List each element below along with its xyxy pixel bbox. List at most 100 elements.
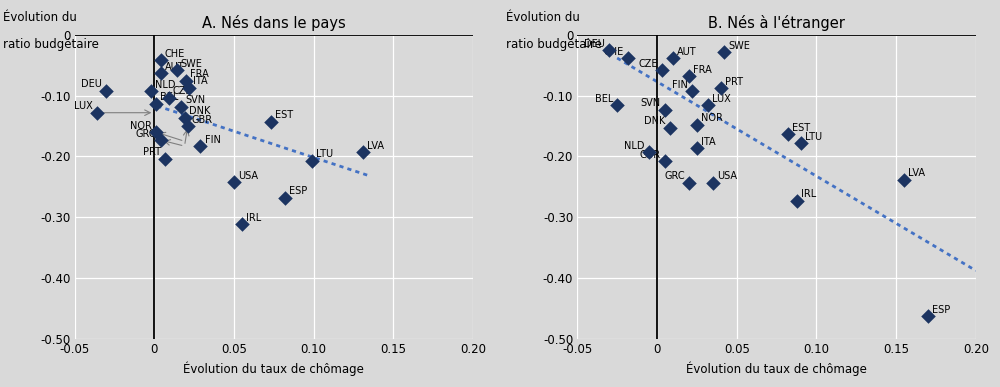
Text: BEL: BEL [160,92,178,102]
Point [153,137,169,143]
Text: DEU: DEU [81,79,102,89]
Text: LVA: LVA [908,168,925,178]
Text: FRA: FRA [190,69,209,79]
Text: NLD: NLD [624,141,645,151]
Point [143,88,159,94]
Text: DNK: DNK [644,116,666,127]
Point [181,85,197,91]
Text: BEL: BEL [595,94,613,104]
Point [681,73,697,79]
Point [173,104,189,110]
Point [601,47,617,53]
Text: GBR: GBR [640,150,661,160]
Point [148,101,164,107]
Text: FIN: FIN [672,80,688,90]
Text: EST: EST [792,123,810,133]
Text: ITA: ITA [193,76,208,86]
Text: GRC: GRC [136,128,156,139]
Text: Évolution du: Évolution du [3,11,77,24]
Point [684,88,700,94]
Point [157,156,173,162]
Text: LUX: LUX [712,94,731,104]
Text: IRL: IRL [801,189,817,199]
Text: CZE: CZE [173,86,192,96]
Text: GRC: GRC [664,171,685,181]
Point [896,176,912,183]
Text: SWE: SWE [728,41,750,51]
Point [620,55,636,61]
Point [662,125,678,131]
Text: AUT: AUT [165,62,184,72]
Text: LUX: LUX [74,101,93,111]
Point [98,88,114,94]
Text: LTU: LTU [316,149,333,159]
Point [657,106,673,113]
Text: ratio budgétaire: ratio budgétaire [506,38,601,51]
Text: SVN: SVN [186,95,206,105]
Point [153,70,169,76]
Point [192,143,208,149]
Text: DEU: DEU [584,39,605,49]
Text: NOR: NOR [130,121,152,131]
Point [716,49,732,55]
Text: CHE: CHE [604,47,624,57]
Point [89,110,105,116]
Point [713,85,729,91]
Point [263,119,279,125]
Point [609,102,625,108]
Point [793,140,809,146]
Point [177,115,193,121]
Text: GBR: GBR [192,115,213,125]
Point [654,67,670,73]
Point [148,129,164,135]
Text: PRT: PRT [725,77,743,87]
Text: SVN: SVN [641,98,661,108]
Text: NLD: NLD [155,80,176,90]
Text: USA: USA [717,171,737,181]
Text: ratio budgétaire: ratio budgétaire [3,38,99,51]
Point [178,77,194,84]
Point [920,313,936,319]
Point [304,158,320,164]
Text: Évolution du: Évolution du [506,11,579,24]
Point [665,55,681,61]
Text: NOR: NOR [701,113,723,123]
Point [689,145,705,151]
Point [689,122,705,128]
Title: A. Nés dans le pays: A. Nés dans le pays [202,15,346,31]
Point [234,221,250,228]
Point [641,149,657,155]
Text: ITA: ITA [701,137,716,147]
Point [161,94,177,101]
Text: FIN: FIN [205,135,221,145]
Point [277,195,293,201]
Text: IRL: IRL [246,213,261,223]
Text: USA: USA [238,171,258,181]
Title: B. Nés à l'étranger: B. Nés à l'étranger [708,15,845,31]
Text: LVA: LVA [367,141,384,151]
Point [681,180,697,186]
X-axis label: Évolution du taux de chômage: Évolution du taux de chômage [183,361,364,376]
Text: PRT: PRT [143,147,161,158]
Text: AUT: AUT [677,47,697,57]
Text: DNK: DNK [189,106,210,116]
Point [180,123,196,129]
Text: FRA: FRA [693,65,712,75]
Point [789,198,805,204]
Text: ESP: ESP [932,305,950,315]
Point [355,149,371,155]
Text: EST: EST [275,110,293,120]
Text: CZE: CZE [638,59,658,69]
X-axis label: Évolution du taux de chômage: Évolution du taux de chômage [686,361,867,376]
Point [226,179,242,185]
Text: ESP: ESP [289,187,307,196]
Point [700,102,716,108]
Text: LTU: LTU [805,132,822,142]
Point [657,158,673,164]
Point [169,67,185,73]
Text: SWE: SWE [181,59,203,69]
Point [705,180,721,186]
Text: CHE: CHE [165,49,185,59]
Point [780,131,796,137]
Point [153,57,169,63]
